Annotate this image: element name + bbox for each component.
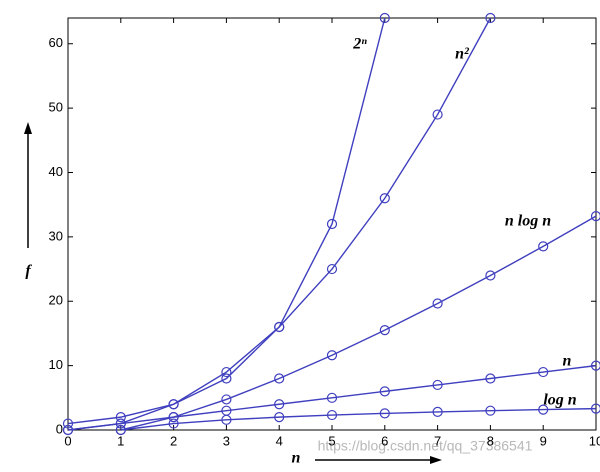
x-tick-label: 0 [64,433,71,448]
series-label: n [563,353,572,370]
x-tick-label: 8 [487,433,494,448]
x-tick-label: 7 [434,433,441,448]
x-tick-label: 3 [223,433,230,448]
y-tick-label: 60 [49,35,63,50]
y-tick-label: 40 [49,164,63,179]
y-tick-label: 50 [49,100,63,115]
x-tick-label: 5 [328,433,335,448]
y-tick-label: 0 [56,421,63,436]
series-label: n log n [505,213,551,230]
x-axis-label: n [292,450,301,467]
y-tick-label: 30 [49,228,63,243]
x-tick-label: 4 [276,433,283,448]
x-tick-label: 6 [381,433,388,448]
series-label: log n [543,392,576,409]
y-tick-label: 20 [49,293,63,308]
watermark: https://blog.csdn.net/qq_37386541 [318,438,533,454]
y-tick-label: 10 [49,357,63,372]
x-tick-label: 2 [170,433,177,448]
x-tick-label: 9 [540,433,547,448]
x-tick-label: 1 [117,433,124,448]
series-label: n² [455,46,470,63]
series-label: 2ⁿ [352,36,367,53]
x-tick-label: 10 [589,433,600,448]
